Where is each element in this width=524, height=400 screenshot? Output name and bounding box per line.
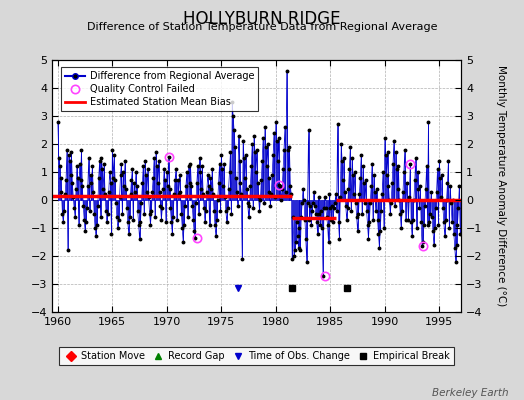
Text: HOLLYBURN RIDGE: HOLLYBURN RIDGE	[183, 10, 341, 28]
Y-axis label: Monthly Temperature Anomaly Difference (°C): Monthly Temperature Anomaly Difference (…	[496, 65, 506, 307]
Legend: Station Move, Record Gap, Time of Obs. Change, Empirical Break: Station Move, Record Gap, Time of Obs. C…	[60, 347, 454, 365]
Text: Berkeley Earth: Berkeley Earth	[432, 388, 508, 398]
Text: Difference of Station Temperature Data from Regional Average: Difference of Station Temperature Data f…	[87, 22, 437, 32]
